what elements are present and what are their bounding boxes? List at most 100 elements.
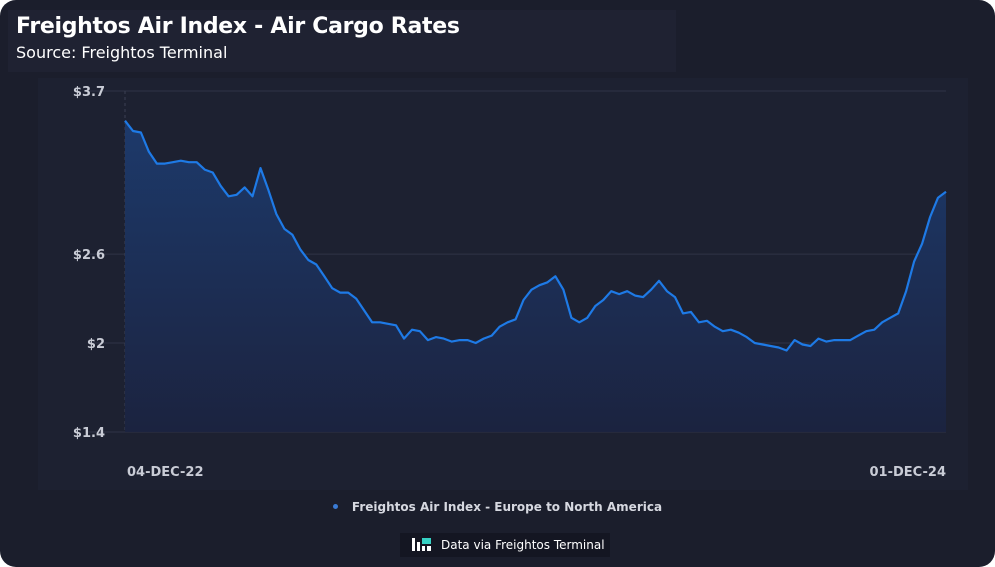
data-point[interactable] — [904, 289, 908, 293]
data-point[interactable] — [322, 274, 326, 278]
data-point[interactable] — [729, 328, 733, 332]
data-point[interactable] — [609, 289, 613, 293]
data-point[interactable] — [697, 320, 701, 324]
data-point[interactable] — [617, 292, 621, 296]
data-point[interactable] — [195, 160, 199, 164]
data-point[interactable] — [266, 188, 270, 192]
data-point[interactable] — [785, 348, 789, 352]
data-point[interactable] — [235, 193, 239, 197]
data-point[interactable] — [514, 317, 518, 321]
data-point[interactable] — [330, 286, 334, 290]
data-point[interactable] — [681, 311, 685, 315]
legend[interactable]: Freightos Air Index - Europe to North Am… — [0, 500, 995, 514]
data-point[interactable] — [338, 291, 342, 295]
data-point[interactable] — [410, 328, 414, 332]
data-point[interactable] — [537, 283, 541, 287]
data-point[interactable] — [896, 311, 900, 315]
data-point[interactable] — [553, 274, 557, 278]
data-point[interactable] — [466, 338, 470, 342]
data-point[interactable] — [888, 316, 892, 320]
data-point[interactable] — [856, 334, 860, 338]
data-point[interactable] — [761, 343, 765, 347]
data-point[interactable] — [474, 341, 478, 345]
data-point[interactable] — [633, 294, 637, 298]
data-point[interactable] — [816, 337, 820, 341]
data-point[interactable] — [657, 279, 661, 283]
data-point[interactable] — [131, 129, 135, 133]
data-point[interactable] — [498, 325, 502, 329]
data-point[interactable] — [777, 345, 781, 349]
data-point[interactable] — [649, 288, 653, 292]
data-point[interactable] — [912, 260, 916, 264]
data-point[interactable] — [171, 160, 175, 164]
data-point[interactable] — [769, 344, 773, 348]
data-point[interactable] — [745, 335, 749, 339]
data-point[interactable] — [282, 227, 286, 231]
data-point[interactable] — [737, 331, 741, 335]
data-point[interactable] — [832, 338, 836, 342]
data-point[interactable] — [665, 289, 669, 293]
data-point[interactable] — [123, 119, 127, 123]
data-point[interactable] — [577, 320, 581, 324]
data-point[interactable] — [458, 338, 462, 342]
data-point[interactable] — [689, 310, 693, 314]
data-point[interactable] — [306, 258, 310, 262]
data-point[interactable] — [490, 334, 494, 338]
data-point[interactable] — [880, 320, 884, 324]
data-point[interactable] — [753, 341, 757, 345]
data-point[interactable] — [482, 337, 486, 341]
data-point[interactable] — [187, 160, 191, 164]
data-point[interactable] — [211, 171, 215, 175]
data-point[interactable] — [290, 233, 294, 237]
data-point[interactable] — [362, 308, 366, 312]
data-point[interactable] — [593, 304, 597, 308]
data-point[interactable] — [378, 320, 382, 324]
series-line[interactable] — [124, 120, 947, 352]
data-credit-badge[interactable]: Data via Freightos Terminal — [400, 533, 610, 557]
data-point[interactable] — [139, 131, 143, 135]
data-point[interactable] — [227, 194, 231, 198]
data-point[interactable] — [298, 248, 302, 252]
data-point[interactable] — [243, 185, 247, 189]
data-point[interactable] — [530, 288, 534, 292]
data-point[interactable] — [808, 344, 812, 348]
data-point[interactable] — [713, 325, 717, 329]
data-point[interactable] — [506, 320, 510, 324]
data-point[interactable] — [219, 184, 223, 188]
data-point[interactable] — [155, 162, 159, 166]
data-point[interactable] — [354, 297, 358, 301]
data-point[interactable] — [673, 295, 677, 299]
data-point[interactable] — [625, 289, 629, 293]
data-point[interactable] — [346, 291, 350, 295]
data-point[interactable] — [545, 280, 549, 284]
data-point[interactable] — [426, 338, 430, 342]
data-point[interactable] — [450, 340, 454, 344]
data-point[interactable] — [801, 343, 805, 347]
data-point[interactable] — [561, 288, 565, 292]
data-point[interactable] — [179, 159, 183, 163]
data-point[interactable] — [705, 319, 709, 323]
data-point[interactable] — [442, 337, 446, 341]
data-point[interactable] — [920, 242, 924, 246]
data-point[interactable] — [163, 162, 167, 166]
data-point[interactable] — [721, 329, 725, 333]
data-point[interactable] — [872, 328, 876, 332]
data-point[interactable] — [601, 298, 605, 302]
data-point[interactable] — [936, 196, 940, 200]
data-point[interactable] — [824, 340, 828, 344]
data-point[interactable] — [864, 329, 868, 333]
data-point[interactable] — [641, 295, 645, 299]
data-point[interactable] — [944, 190, 948, 194]
data-point[interactable] — [434, 335, 438, 339]
data-point[interactable] — [522, 298, 526, 302]
data-point[interactable] — [259, 166, 263, 170]
data-point[interactable] — [314, 262, 318, 266]
data-point[interactable] — [386, 322, 390, 326]
data-point[interactable] — [251, 194, 255, 198]
data-point[interactable] — [569, 316, 573, 320]
data-point[interactable] — [203, 168, 207, 172]
data-point[interactable] — [585, 316, 589, 320]
data-point[interactable] — [928, 215, 932, 219]
data-point[interactable] — [370, 320, 374, 324]
